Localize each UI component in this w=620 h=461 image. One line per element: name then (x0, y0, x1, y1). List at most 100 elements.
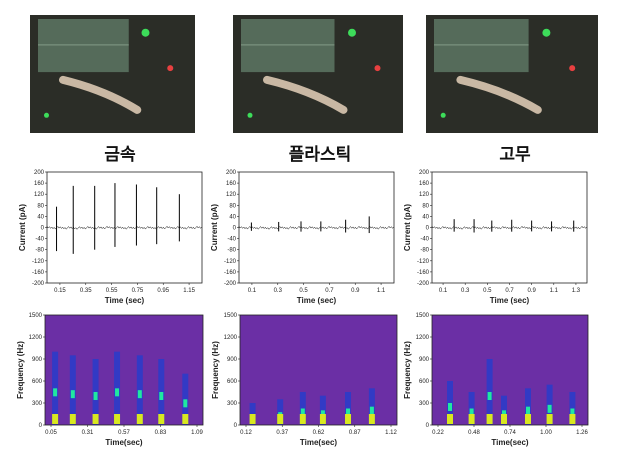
x-tick-label: 1.3 (572, 288, 581, 294)
x-tick-label: 0.48 (468, 430, 480, 436)
spectrogram-burst (319, 414, 326, 424)
y-tick-label: 80 (422, 203, 429, 209)
spectrogram-burst (501, 395, 507, 425)
oscilloscope-screen (434, 19, 529, 73)
x-tick-label: 0.7 (505, 288, 514, 294)
spectrogram-background (45, 315, 203, 425)
x-tick-label: 0.9 (527, 288, 536, 294)
y-tick-label: -200 (224, 281, 237, 287)
baseline-trace (46, 225, 202, 230)
spectrogram-burst (299, 414, 306, 424)
x-tick-label: 0.5 (483, 288, 492, 294)
y-tick-label: 600 (419, 379, 430, 385)
spectrogram-burst (447, 414, 453, 424)
x-tick-label: 0.3 (274, 288, 283, 294)
y-tick-label: 160 (226, 181, 237, 187)
x-tick-label: 0.05 (45, 430, 57, 436)
x-tick-label: 0.62 (313, 430, 325, 436)
spectrogram-burst (92, 414, 99, 424)
x-tick-label: 0.87 (349, 430, 361, 436)
spectrogram-burst (525, 414, 531, 424)
x-tick-label: 0.9 (351, 288, 360, 294)
spectrogram-burst (249, 414, 256, 424)
spectrogram-burst (137, 390, 142, 399)
y-tick-label: 900 (419, 357, 430, 363)
y-tick-label: -160 (32, 270, 45, 276)
y-tick-label: -160 (224, 270, 237, 276)
red-led-icon (569, 65, 576, 72)
y-tick-label: 200 (34, 170, 45, 176)
y-axis-label: Current (pA) (403, 204, 412, 251)
x-axis-label: Time(sec) (105, 438, 143, 447)
spectrogram-burst (486, 414, 493, 424)
x-tick-label: 0.31 (82, 430, 94, 436)
y-tick-label: 300 (227, 401, 238, 407)
y-tick-label: 1200 (29, 335, 43, 341)
x-tick-label: 1.26 (576, 430, 588, 436)
y-tick-label: 0 (41, 226, 45, 232)
x-tick-label: 0.12 (240, 430, 252, 436)
spectrogram-burst (448, 403, 452, 411)
spectrogram-burst (114, 351, 121, 425)
green-led-icon (247, 112, 253, 118)
green-led-icon (44, 112, 49, 118)
y-tick-label: -80 (35, 248, 44, 254)
x-tick-label: 0.83 (155, 430, 167, 436)
y-tick-label: 160 (34, 181, 45, 187)
spectrogram-burst (182, 373, 189, 425)
y-tick-label: 120 (34, 192, 45, 198)
y-tick-label: 120 (226, 192, 237, 198)
y-tick-label: 0 (39, 423, 43, 429)
spectrogram-burst (277, 414, 284, 424)
y-tick-label: 900 (227, 357, 238, 363)
spectrogram-background (432, 315, 588, 425)
y-tick-label: 80 (37, 203, 44, 209)
x-tick-label: 1.12 (385, 430, 397, 436)
y-tick-label: 600 (227, 379, 238, 385)
baseline-trace (238, 225, 394, 230)
spectrogram-burst (547, 404, 552, 413)
y-tick-label: 300 (419, 401, 430, 407)
green-led-icon (542, 28, 551, 37)
y-tick-label: -160 (417, 270, 430, 276)
x-tick-label: 0.75 (132, 288, 144, 294)
y-tick-label: 200 (419, 170, 430, 176)
spectrogram-burst (52, 414, 59, 424)
x-tick-label: 1.1 (377, 288, 386, 294)
y-tick-label: -120 (417, 259, 430, 265)
spectrogram-burst (93, 392, 98, 400)
green-led-icon (348, 28, 356, 37)
y-tick-label: 160 (419, 181, 430, 187)
y-tick-label: -80 (227, 248, 236, 254)
spectrogram-burst (546, 384, 553, 425)
spectrogram-burst (546, 414, 553, 424)
x-tick-label: 0.37 (276, 430, 288, 436)
spectrogram-burst (182, 414, 189, 424)
spectrogram-burst (319, 395, 326, 425)
title-rubber: 고무 (499, 145, 531, 165)
y-tick-label: -40 (227, 237, 236, 243)
y-tick-label: 0 (426, 423, 430, 429)
hand-icon (456, 75, 542, 114)
y-tick-label: 900 (32, 357, 43, 363)
spectrogram-burst (69, 414, 76, 424)
spectrogram-burst (52, 351, 59, 425)
y-tick-label: 600 (32, 379, 43, 385)
y-tick-label: 200 (226, 170, 237, 176)
oscilloscope-screen (241, 19, 335, 73)
x-tick-label: 0.5 (299, 288, 308, 294)
x-tick-label: 0.1 (248, 288, 257, 294)
hand-icon (59, 75, 142, 114)
x-tick-label: 0.7 (325, 288, 334, 294)
x-tick-label: 0.15 (54, 288, 66, 294)
spectrogram-burst (468, 414, 475, 424)
y-tick-label: -80 (420, 248, 429, 254)
x-tick-label: 1.00 (540, 430, 552, 436)
x-axis-label: Time (sec) (105, 296, 145, 305)
y-tick-label: 40 (422, 214, 429, 220)
y-tick-label: 300 (32, 401, 43, 407)
red-led-icon (374, 65, 381, 72)
spectrogram-burst (369, 406, 374, 415)
spectrogram-burst (53, 388, 58, 397)
baseline-trace (431, 225, 587, 230)
